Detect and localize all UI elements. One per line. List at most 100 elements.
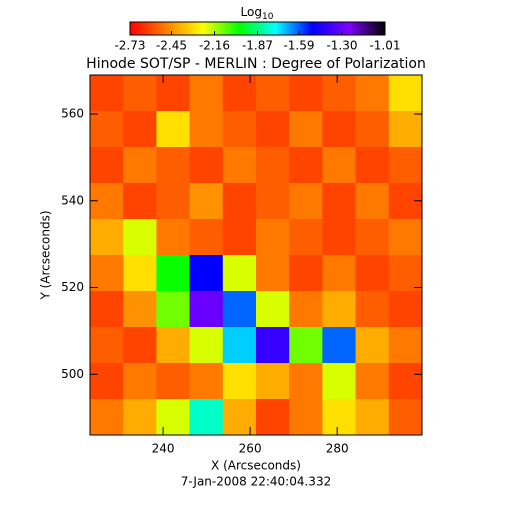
heatmap-cell [156,255,191,292]
heatmap-cell [289,291,323,328]
heatmap-cell [123,363,157,400]
colorbar-tick-label: -2.45 [156,39,187,53]
heatmap-cell [123,327,157,364]
heatmap-cell [388,219,423,256]
heatmap-cell [355,75,390,112]
heatmap-cell [355,183,390,220]
x-tick-label: 240 [152,442,175,456]
heatmap-cell [289,255,323,292]
heatmap-cell [189,147,224,184]
heatmap-cell [90,399,124,436]
heatmap-cell [289,183,323,220]
heatmap-cell [289,363,323,400]
heatmap-cell [222,147,257,184]
heatmap-cell [123,111,157,148]
x-tick-label: 280 [326,442,349,456]
heatmap-cell [222,327,257,364]
heatmap-cell [388,327,423,364]
heatmap-cell [222,363,257,400]
heatmap-cell [289,219,323,256]
heatmap-cell [123,183,157,220]
heatmap-cell [289,147,323,184]
y-tick-label: 520 [61,280,84,294]
y-tick-label: 540 [61,193,84,207]
heatmap-cell [189,183,224,220]
heatmap-cell [388,399,423,436]
heatmap-cell [156,183,191,220]
heatmap-cell [90,291,124,328]
heatmap-cell [388,363,423,400]
heatmap-cell [189,327,224,364]
heatmap-cell [355,363,390,400]
heatmap-cell [156,363,191,400]
heatmap-cell [90,111,124,148]
heatmap-cell [256,399,290,436]
heatmap-cell [322,327,357,364]
x-tick-label: 260 [239,442,262,456]
heatmap-cell [156,399,191,436]
heatmap-cell [256,291,290,328]
heatmap-cell [355,399,390,436]
heatmap-cell [156,75,191,112]
heatmap-cell [222,291,257,328]
heatmap-cell [355,111,390,148]
heatmap-cell [222,111,257,148]
heatmap-cell [322,219,357,256]
heatmap-cell [355,291,390,328]
heatmap-cell [189,75,224,112]
heatmap-cell [388,75,423,112]
heatmap-cell [189,363,224,400]
heatmap-cell [123,291,157,328]
heatmap-cell [156,291,191,328]
heatmap-cell [189,219,224,256]
heatmap-cell [322,363,357,400]
colorbar-tick-label: -2.16 [199,39,230,53]
heatmap-cell [355,219,390,256]
heatmap-cell [123,147,157,184]
heatmap-cell [256,363,290,400]
heatmap [90,75,423,436]
colorbar-label-sub: 10 [262,12,274,22]
heatmap-cell [156,327,191,364]
heatmap-cell [388,255,423,292]
heatmap-cell [355,255,390,292]
y-tick-label: 500 [61,367,84,381]
heatmap-cell [322,399,357,436]
heatmap-cell [123,219,157,256]
heatmap-cell [189,111,224,148]
plot-frame [89,74,423,436]
heatmap-cell [322,75,357,112]
heatmap-cell [388,147,423,184]
x-axis-label: X (Arcseconds) [211,459,301,473]
heatmap-cell [355,327,390,364]
heatmap-cell [256,183,290,220]
heatmap-cell [90,75,124,112]
heatmap-cell [222,399,257,436]
colorbar-title: Log10 [241,5,274,22]
heatmap-cell [256,147,290,184]
heatmap-cell [256,219,290,256]
heatmap-cell [289,75,323,112]
heatmap-cell [90,255,124,292]
heatmap-cell [90,219,124,256]
heatmap-cell [256,327,290,364]
footer: 7-Jan-2008 22:40:04.332 [181,475,331,489]
heatmap-cell [289,327,323,364]
heatmap-cell [90,327,124,364]
heatmap-cell [322,255,357,292]
heatmap-cell [256,255,290,292]
heatmap-cell [355,147,390,184]
heatmap-cell [222,183,257,220]
y-tick-label: 560 [61,107,84,121]
colorbar-tick-label: -1.87 [242,39,273,53]
heatmap-cell [156,111,191,148]
heatmap-cell [123,399,157,436]
heatmap-cell [289,111,323,148]
heatmap-cell [222,255,257,292]
heatmap-cell [388,291,423,328]
heatmap-cell [189,291,224,328]
y-axis-label: Y (Arcseconds) [39,210,53,300]
heatmap-cell [322,111,357,148]
heatmap-cell [289,399,323,436]
